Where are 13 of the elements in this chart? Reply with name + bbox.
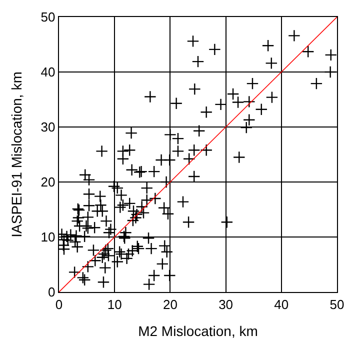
y-tick-label: 20 [40, 174, 56, 190]
x-tick-label: 40 [274, 296, 289, 312]
y-tick-label: 0 [48, 284, 56, 300]
x-axis-title: M2 Mislocation, km [138, 323, 258, 340]
y-tick-label: 10 [40, 230, 56, 245]
x-tick-label: 50 [330, 296, 344, 312]
y-tick-label: 40 [40, 64, 56, 80]
y-axis-title: IASPEI-91 Mislocation, km [8, 72, 24, 238]
y-tick-label: 30 [40, 120, 56, 135]
x-tick-label: 20 [162, 296, 178, 312]
x-tick-label: 10 [107, 296, 122, 312]
x-tick-label: 30 [218, 296, 234, 312]
y-tick-label: 50 [40, 10, 56, 25]
